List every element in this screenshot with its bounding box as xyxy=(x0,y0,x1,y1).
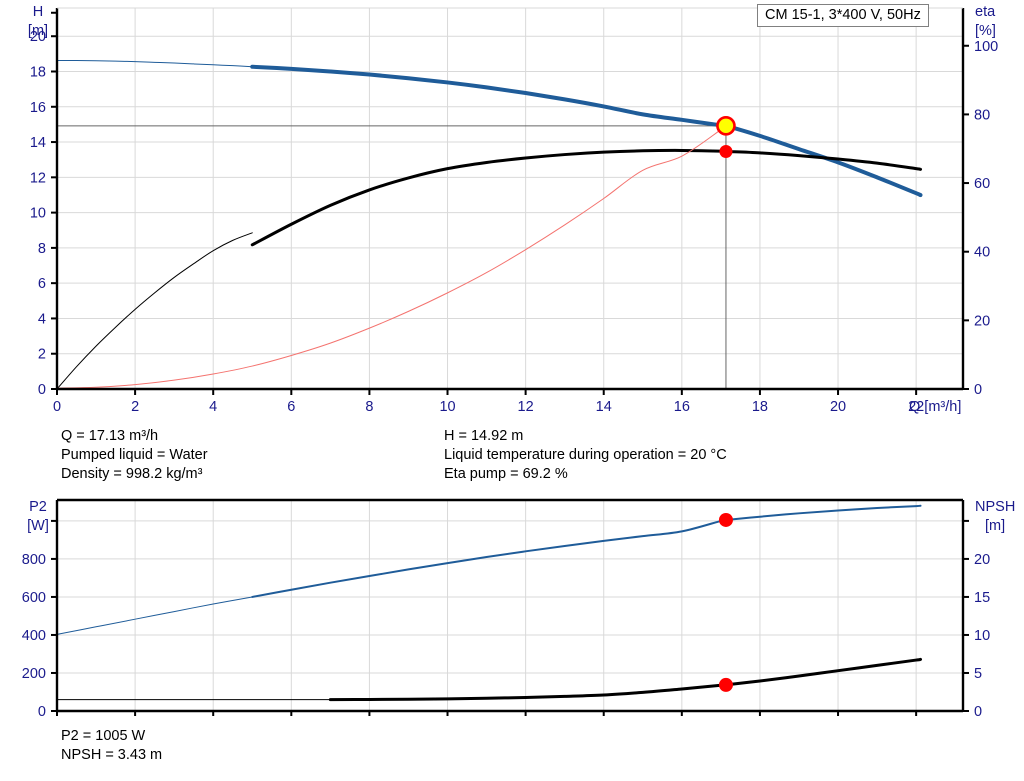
curve-system-curve xyxy=(56,125,727,389)
tick-label-q: 10 xyxy=(439,399,455,415)
tick-label-h: 8 xyxy=(38,241,46,257)
duty-point-circle xyxy=(716,116,736,136)
info-liquid-temperature: Liquid temperature during operation = 20… xyxy=(444,447,727,463)
tick-label-npsh: 15 xyxy=(974,590,990,606)
axis-unit-npsh: [m] xyxy=(985,518,1005,534)
tick-label-h: 16 xyxy=(30,100,46,116)
pump-title-box: CM 15-1, 3*400 V, 50Hz xyxy=(757,4,929,27)
tick-label-h: 12 xyxy=(30,170,46,186)
info-bottom-column: P2 = 1005 W NPSH = 3.43 m xyxy=(61,727,162,765)
info-eta-pump: Eta pump = 69.2 % xyxy=(444,466,568,482)
info-right-column: H = 14.92 m Liquid temperature during op… xyxy=(444,427,727,484)
tick-label-h: 6 xyxy=(38,276,46,292)
axis-title-h: H xyxy=(33,4,43,20)
tick-label-h: 18 xyxy=(30,65,46,81)
tick-label-npsh: 5 xyxy=(974,666,982,682)
info-h: H = 14.92 m xyxy=(444,428,524,444)
curve-series xyxy=(56,60,923,390)
info-npsh: NPSH = 3.43 m xyxy=(61,747,163,763)
axis-unit-eta: [%] xyxy=(975,23,996,39)
info-left-column: Q = 17.13 m³/h Pumped liquid = Water Den… xyxy=(61,427,208,484)
axis-title-eta: eta xyxy=(975,4,996,20)
tick-label-p2: 800 xyxy=(22,552,46,568)
eta-duty-point-marker xyxy=(719,144,733,158)
tick-label-p2: 400 xyxy=(22,628,46,644)
grid-lines xyxy=(57,500,963,711)
info-p2: P2 = 1005 W xyxy=(61,728,146,744)
tick-label-eta: 20 xyxy=(974,313,990,329)
tick-label-q: 4 xyxy=(209,399,217,415)
axes: 0 2 4 6 8 10 12 14 16 18 20 0 20 40 60 80 100 0 2 4 6 8 10 12 14… xyxy=(30,7,998,415)
tick-label-h: 20 xyxy=(30,29,46,45)
tick-label-q: 18 xyxy=(752,399,768,415)
tick-label-q: 16 xyxy=(674,399,690,415)
curve-efficiency-eta xyxy=(250,148,923,247)
axis-title-p2: P2 xyxy=(29,499,47,515)
grid-lines xyxy=(57,8,963,389)
tick-label-p2: 200 xyxy=(22,666,46,682)
tick-label-eta: 100 xyxy=(974,39,998,55)
tick-label-npsh: 10 xyxy=(974,628,990,644)
axis-title-q: Q [m³/h] xyxy=(909,399,961,415)
tick-label-p2: 600 xyxy=(22,590,46,606)
tick-label-eta: 60 xyxy=(974,176,990,192)
tick-label-h: 4 xyxy=(38,311,46,327)
p2-duty-point-marker xyxy=(718,512,733,527)
curve-head-h-extrapolated xyxy=(56,60,253,68)
tick-label-q: 12 xyxy=(518,399,534,415)
axis-title-npsh: NPSH xyxy=(975,499,1015,515)
tick-label-p2: 0 xyxy=(38,704,46,720)
info-pumped-liquid: Pumped liquid = Water xyxy=(61,447,208,463)
tick-label-eta: 40 xyxy=(974,245,990,261)
axes: 0 200 400 600 800 0 5 10 15 20 xyxy=(22,498,990,720)
info-density: Density = 998.2 kg/m³ xyxy=(61,466,203,482)
tick-label-q: 20 xyxy=(830,399,846,415)
curve-npsh xyxy=(328,657,923,702)
head-efficiency-chart: 0 2 4 6 8 10 12 14 16 18 20 0 20 40 60 80 100 0 2 4 6 8 10 12 14… xyxy=(28,4,998,415)
tick-label-q: 14 xyxy=(596,399,612,415)
curve-efficiency-eta-extrapolated xyxy=(56,232,253,390)
tick-label-eta: 0 xyxy=(974,382,982,398)
tick-label-q: 22 xyxy=(908,399,924,415)
curve-head-h xyxy=(250,64,923,198)
tick-label-q: 6 xyxy=(287,399,295,415)
tick-label-h: 10 xyxy=(30,206,46,222)
tick-label-npsh: 0 xyxy=(974,704,982,720)
info-q: Q = 17.13 m³/h xyxy=(61,428,159,444)
pump-title-text: CM 15-1, 3*400 V, 50Hz xyxy=(765,7,921,23)
npsh-duty-point-marker xyxy=(718,677,733,692)
tick-label-h: 0 xyxy=(38,382,46,398)
curve-power-p2 xyxy=(251,504,922,598)
duty-point-guides xyxy=(57,125,727,389)
duty-point-marker xyxy=(716,116,736,136)
tick-label-q: 0 xyxy=(53,399,61,415)
tick-label-h: 14 xyxy=(30,135,46,151)
curve-power-p2-extrapolated xyxy=(56,596,253,635)
power-npsh-chart: 0 200 400 600 800 0 5 10 15 20 P2 [W] NPSH [m] xyxy=(22,498,1015,720)
curve-series xyxy=(56,504,923,702)
axis-unit-h: [m] xyxy=(28,23,48,39)
tick-label-q: 2 xyxy=(131,399,139,415)
tick-label-h: 2 xyxy=(38,347,46,363)
tick-label-q: 8 xyxy=(365,399,373,415)
axis-unit-p2: [W] xyxy=(27,518,49,534)
tick-label-npsh: 20 xyxy=(974,552,990,568)
tick-label-eta: 80 xyxy=(974,107,990,123)
